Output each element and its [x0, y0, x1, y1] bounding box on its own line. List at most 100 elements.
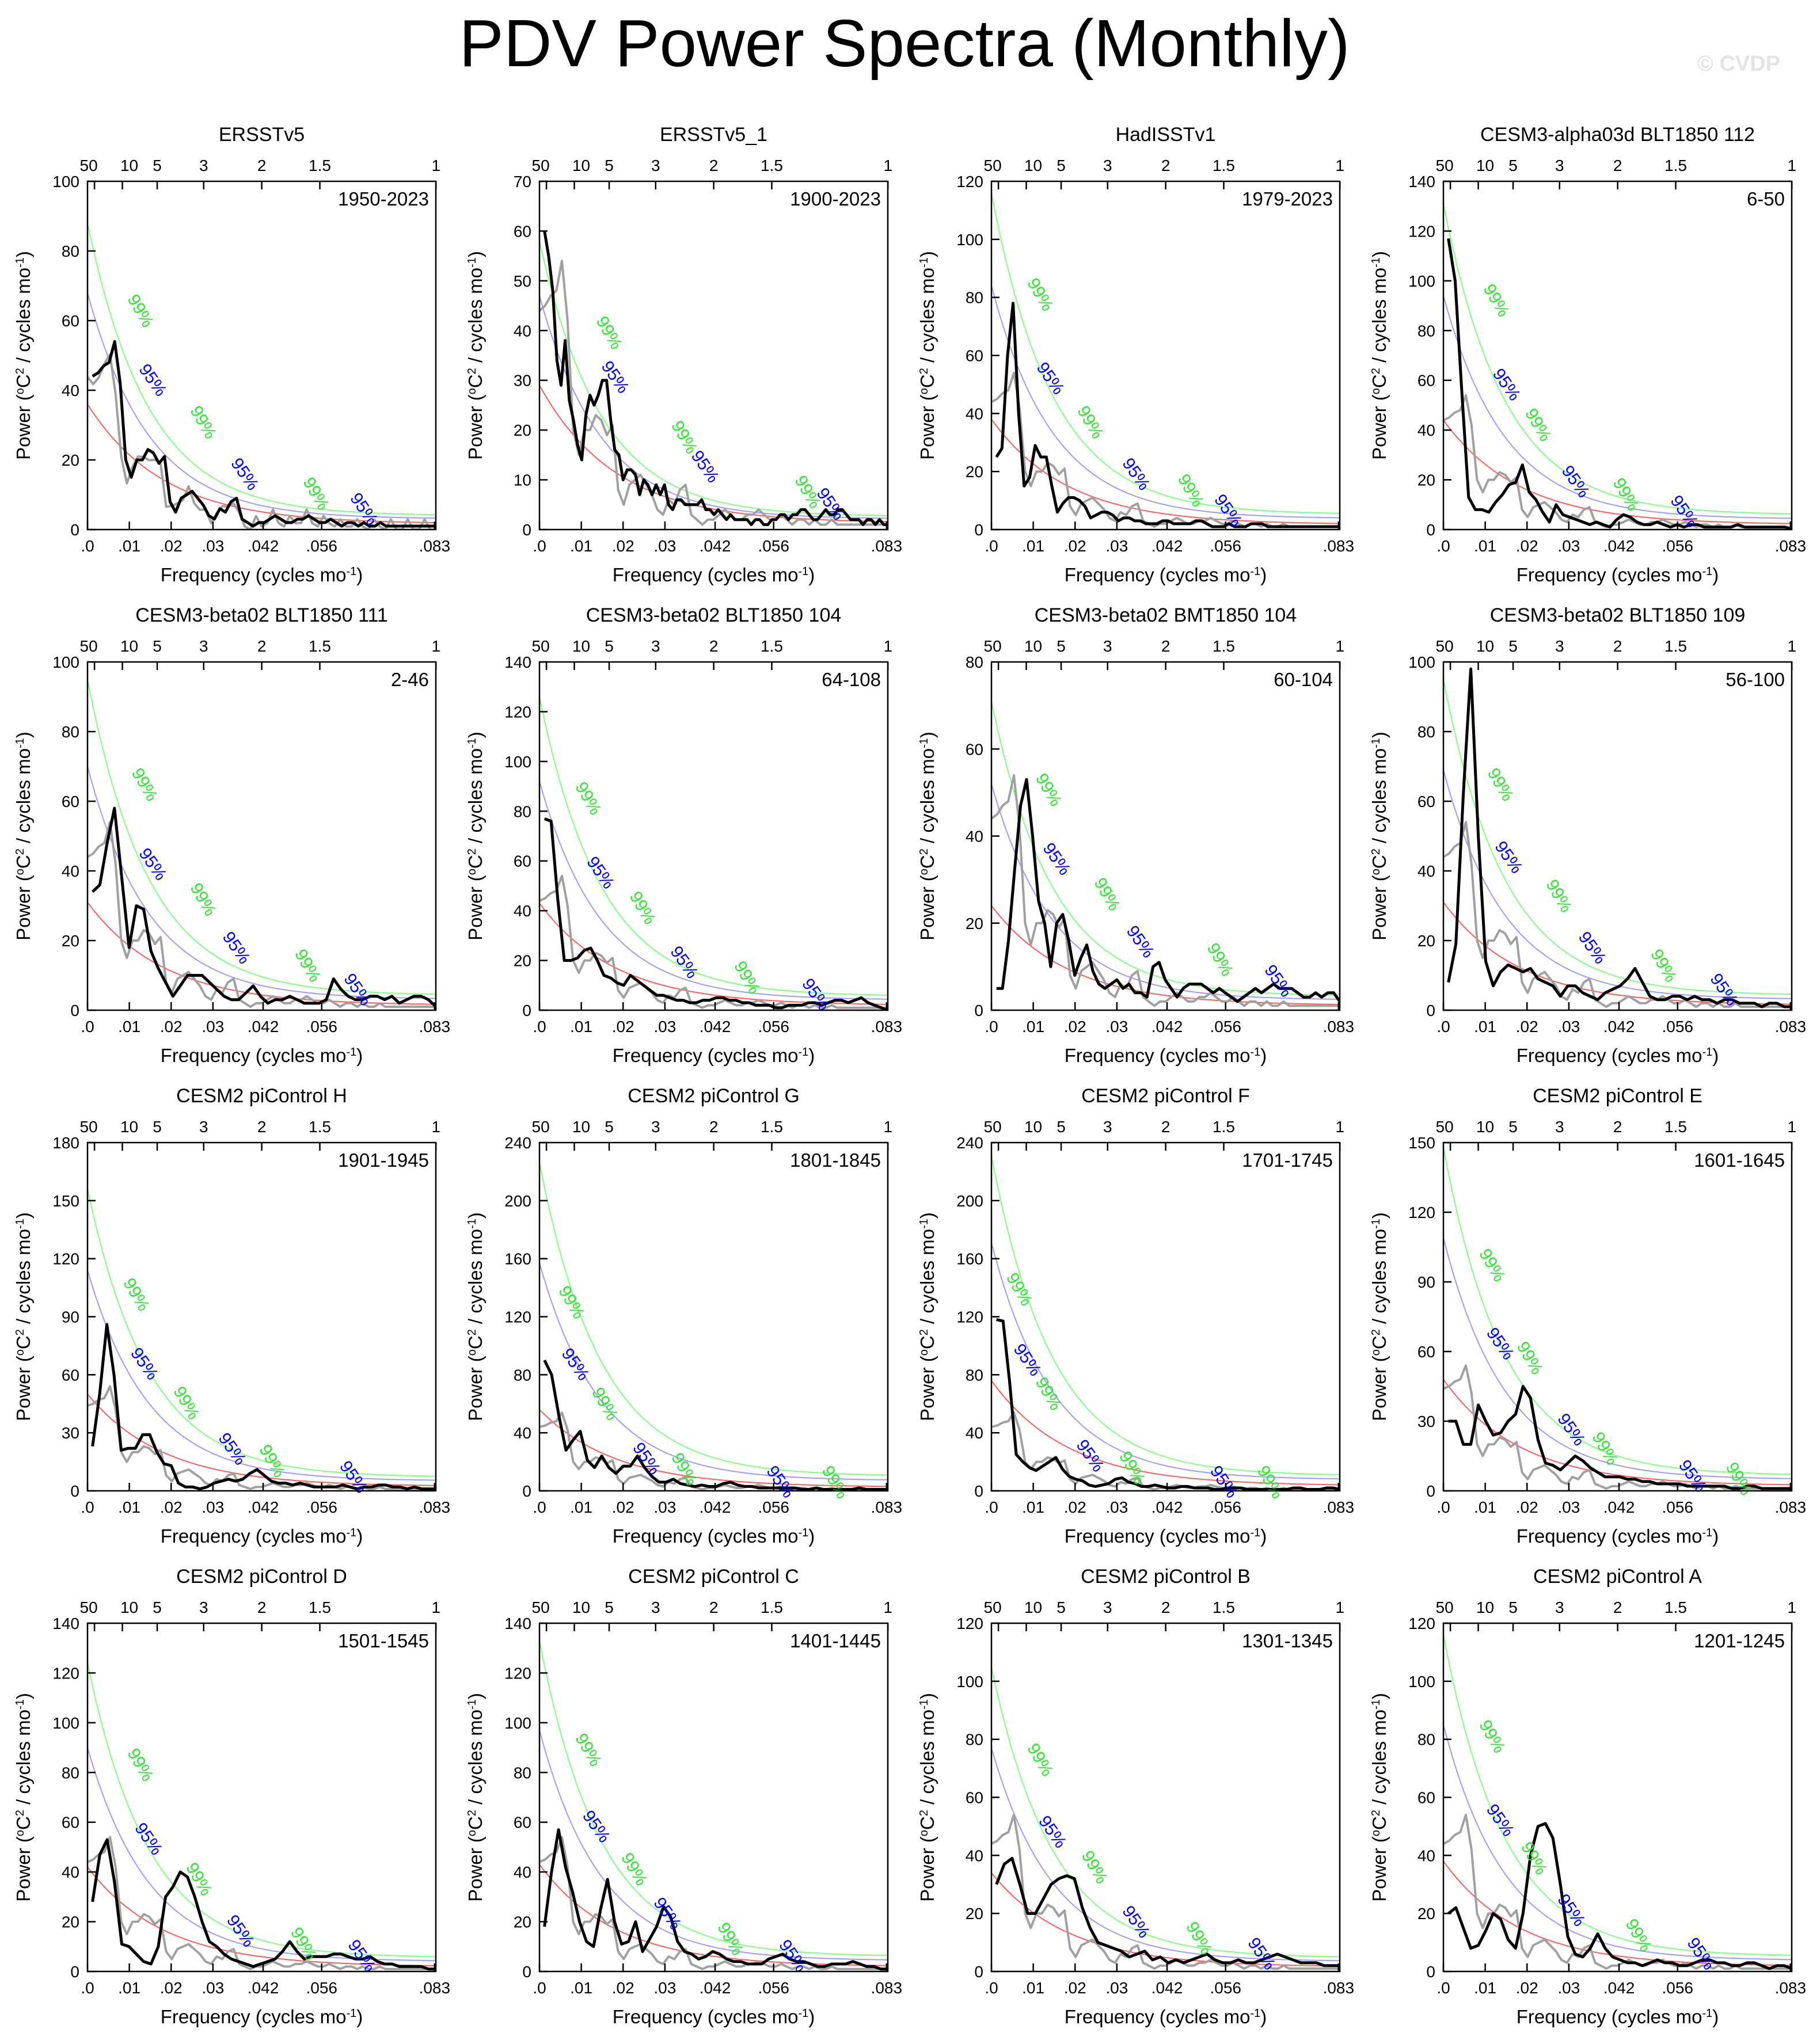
- chart-title: ERSSTv5: [219, 124, 305, 146]
- x-tick-label: .056: [758, 1498, 789, 1516]
- period-tick-label: 1: [431, 1118, 440, 1136]
- y-tick-label: 100: [52, 1714, 79, 1732]
- y-tick-label: 60: [1417, 1343, 1435, 1361]
- spectrum-line: [1447, 667, 1792, 1008]
- red-noise-line: [991, 1872, 1340, 1967]
- period-tick-label: 3: [1103, 1118, 1112, 1136]
- y-tick-label: 100: [504, 753, 531, 771]
- y-tick-label: 10: [514, 471, 531, 489]
- conf99-line: [88, 679, 436, 995]
- y-tick-label: 20: [966, 915, 983, 932]
- period-tick-label: 5: [1056, 157, 1066, 174]
- y-tick-label: 0: [1426, 1002, 1435, 1019]
- conf99-label: 99%: [128, 765, 162, 805]
- conf95-label: 95%: [1118, 455, 1153, 494]
- x-tick-label: .0: [81, 1018, 94, 1036]
- period-tick-label: 5: [605, 1598, 614, 1616]
- period-tick-label: 3: [651, 637, 660, 655]
- x-tick-label: .056: [1662, 1498, 1693, 1516]
- conf95-label: 95%: [135, 360, 170, 399]
- red-noise-line: [991, 418, 1340, 524]
- x-tick-label: .02: [612, 1498, 634, 1516]
- conf99-line: [88, 1662, 436, 1958]
- period-tick-label: 3: [1103, 1598, 1112, 1616]
- y-tick-label: 80: [1417, 1731, 1435, 1749]
- period-tick-label: 3: [199, 637, 208, 655]
- red-noise-line: [1443, 1860, 1792, 1966]
- period-tick-label: 1: [1335, 637, 1344, 655]
- x-axis-label: Frequency (cycles mo-1): [161, 2006, 363, 2027]
- x-tick-label: .042: [700, 1498, 731, 1516]
- x-tick-label: .0: [1436, 1018, 1450, 1036]
- y-tick-label: 100: [1408, 1673, 1435, 1691]
- conf95-label: 95%: [131, 1820, 166, 1859]
- x-tick-label: .0: [985, 537, 998, 555]
- red-noise-line: [1443, 420, 1792, 524]
- period-tick-label: 50: [984, 637, 1002, 655]
- conf99-line: [88, 1189, 436, 1477]
- period-tick-label: 10: [1476, 1598, 1494, 1616]
- x-tick-label: .056: [1662, 537, 1693, 555]
- chart-title: CESM3-beta02 BLT1850 104: [586, 604, 842, 626]
- conf99-line: [991, 1666, 1340, 1958]
- y-axis-label: Power (oC2 / cycles mo-1): [1369, 251, 1390, 460]
- x-tick-label: .056: [1210, 1498, 1241, 1516]
- x-tick-label: .056: [1210, 1018, 1241, 1036]
- obs-reference-line: [1443, 1813, 1792, 1970]
- period-label: 1301-1345: [1242, 1630, 1333, 1651]
- y-tick-label: 100: [52, 653, 79, 671]
- y-tick-label: 0: [974, 1002, 983, 1019]
- spectrum-line: [92, 340, 436, 528]
- conf95-line: [88, 766, 436, 999]
- conf99-label: 99%: [1023, 275, 1057, 315]
- x-tick-label: .01: [1022, 1498, 1044, 1516]
- y-tick-label: 80: [966, 289, 983, 307]
- y-axis-label: Power (oC2 / cycles mo-1): [1369, 1212, 1390, 1421]
- x-tick-label: .01: [1022, 537, 1044, 555]
- x-tick-label: .03: [1105, 537, 1128, 555]
- plot-area: [88, 1662, 436, 1971]
- plot-area: [991, 1666, 1340, 1970]
- chart-title: CESM3-alpha03d BLT1850 112: [1480, 124, 1755, 146]
- period-tick-label: 1: [883, 637, 892, 655]
- x-tick-label: .03: [1557, 537, 1580, 555]
- period-label: 2-46: [391, 669, 429, 690]
- y-tick-label: 20: [514, 421, 531, 439]
- y-tick-label: 60: [966, 347, 983, 365]
- x-tick-label: .03: [202, 1498, 224, 1516]
- conf95-label: 95%: [1483, 1324, 1518, 1363]
- conf99-line: [991, 193, 1340, 514]
- conf99-label: 99%: [1588, 1429, 1622, 1468]
- x-tick-label: .083: [1323, 1498, 1355, 1516]
- obs-reference-line: [88, 1836, 436, 1970]
- x-tick-label: .02: [612, 537, 634, 555]
- y-tick-label: 80: [966, 1366, 983, 1384]
- conf99-label: 99%: [1475, 1717, 1509, 1757]
- conf95-label: 95%: [1558, 462, 1593, 501]
- y-tick-label: 120: [1408, 1204, 1435, 1221]
- x-tick-label: .02: [1516, 1979, 1538, 1997]
- y-tick-label: 20: [966, 1905, 983, 1923]
- period-tick-label: 50: [1436, 157, 1454, 174]
- period-tick-label: 10: [1476, 1118, 1494, 1136]
- x-axis-label: Frequency (cycles mo-1): [613, 2006, 815, 2027]
- chart-panel: HadISSTv11979-202399%99%99%95%95%95%.0.0…: [917, 124, 1354, 585]
- conf95-label: 95%: [1035, 1813, 1070, 1852]
- y-axis-label: Power (oC2 / cycles mo-1): [465, 1212, 486, 1421]
- conf99-label: 99%: [1479, 281, 1513, 321]
- plot-area: [1443, 667, 1792, 1008]
- period-tick-label: 1.5: [761, 637, 783, 655]
- x-tick-label: .01: [1474, 1018, 1496, 1036]
- period-tick-label: 2: [709, 637, 719, 655]
- period-tick-label: 10: [1476, 157, 1494, 174]
- conf99-label: 99%: [571, 779, 605, 819]
- y-tick-label: 120: [52, 1250, 79, 1268]
- period-tick-label: 10: [1476, 637, 1494, 655]
- x-tick-label: .02: [1516, 537, 1538, 555]
- x-tick-label: .042: [248, 537, 279, 555]
- plot-frame: [990, 661, 1341, 1011]
- y-tick-label: 0: [522, 1482, 531, 1500]
- period-label: 64-108: [822, 669, 881, 690]
- period-tick-label: 5: [1056, 637, 1066, 655]
